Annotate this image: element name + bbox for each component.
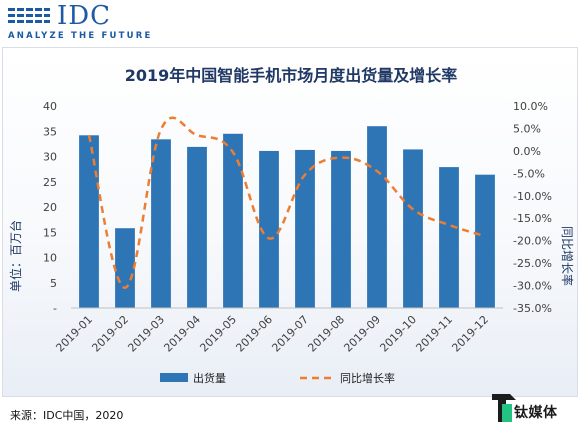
y-tick-label: 10 xyxy=(43,252,57,265)
logo-tagline: ANALYZE THE FUTURE xyxy=(8,31,153,41)
legend-bar-swatch xyxy=(160,373,188,382)
growth-line xyxy=(87,116,486,290)
y-tick-label: 40 xyxy=(43,100,57,113)
x-tick-label: 2019-09 xyxy=(341,313,383,355)
x-tick-label: 2019-12 xyxy=(449,313,491,355)
y2-tick-label: 10.0% xyxy=(513,100,548,113)
legend: 出货量 同比增长率 xyxy=(160,371,395,385)
bar xyxy=(115,228,135,308)
y-tick-label: 30 xyxy=(43,151,57,164)
watermark-logo-icon xyxy=(492,394,516,422)
logo-text: IDC xyxy=(57,1,112,31)
y2-tick-label: 0.0% xyxy=(513,145,541,158)
bar xyxy=(79,135,99,308)
bar xyxy=(187,146,207,308)
y2-tick-label: -25.0% xyxy=(513,257,552,270)
legend-bar-label: 出货量 xyxy=(193,371,226,385)
footer xyxy=(0,398,580,427)
bar-series xyxy=(79,126,495,308)
y2-tick-label: -15.0% xyxy=(513,212,552,225)
x-tick-label: 2019-08 xyxy=(305,313,347,355)
y2-axis: -35.0% -30.0% -25.0% -20.0% -15.0% -10.0% -5.0… xyxy=(513,100,552,315)
watermark-text: 钛媒体 xyxy=(514,405,558,421)
bar xyxy=(439,167,459,308)
bar xyxy=(259,150,279,308)
bar xyxy=(223,133,243,308)
bar xyxy=(403,149,423,308)
idc-logo-icon xyxy=(8,8,50,23)
bar xyxy=(475,174,495,308)
bar xyxy=(367,126,387,308)
legend-line-label: 同比增长率 xyxy=(340,371,395,385)
chart-title: 2019年中国智能手机市场月度出货量及增长率 xyxy=(125,66,458,85)
source-note: 来源：IDC中国，2020 xyxy=(10,409,124,422)
y2-axis-label: 同比增长率 xyxy=(560,226,575,286)
y-axis-label: 单位：百万台 xyxy=(8,220,23,292)
y2-tick-label: -20.0% xyxy=(513,235,552,248)
chart-panel: 2019年中国智能手机市场月度出货量及增长率 单位：百万台 同比增长率 - 5 10… xyxy=(2,47,578,397)
chart: 2019年中国智能手机市场月度出货量及增长率 单位：百万台 同比增长率 - 5 10… xyxy=(8,66,575,385)
header: IDC ANALYZE THE FUTURE xyxy=(0,0,580,46)
y2-tick-label: 5.0% xyxy=(513,122,541,135)
x-tick-label: 2019-04 xyxy=(161,313,203,355)
y2-tick-label: -5.0% xyxy=(513,167,545,180)
x-tick-label: 2019-11 xyxy=(413,313,455,355)
x-tick-label: 2019-10 xyxy=(377,313,419,355)
bar xyxy=(295,149,315,308)
bar xyxy=(331,150,351,308)
x-axis: 2019-012019-022019-032019-042019-052019-… xyxy=(53,313,491,355)
x-tick-label: 2019-02 xyxy=(89,313,131,355)
x-tick-label: 2019-06 xyxy=(233,313,275,355)
y2-tick-label: -30.0% xyxy=(513,280,552,293)
bar xyxy=(151,139,171,308)
y2-tick-label: -35.0% xyxy=(513,302,552,315)
y2-tick-label: -10.0% xyxy=(513,190,552,203)
y-tick-label: 35 xyxy=(43,125,57,138)
y-tick-label: 5 xyxy=(50,277,57,290)
x-tick-label: 2019-03 xyxy=(125,313,167,355)
x-tick-label: 2019-07 xyxy=(269,313,311,355)
x-tick-label: 2019-01 xyxy=(53,313,95,355)
y-tick-label: 20 xyxy=(43,201,57,214)
y-tick-label: 25 xyxy=(43,176,57,189)
y-axis: - 5 10 15 20 25 30 35 40 xyxy=(43,100,57,315)
x-tick-label: 2019-05 xyxy=(197,313,239,355)
y-tick-label: 15 xyxy=(43,226,57,239)
y-tick-label: - xyxy=(53,302,57,315)
